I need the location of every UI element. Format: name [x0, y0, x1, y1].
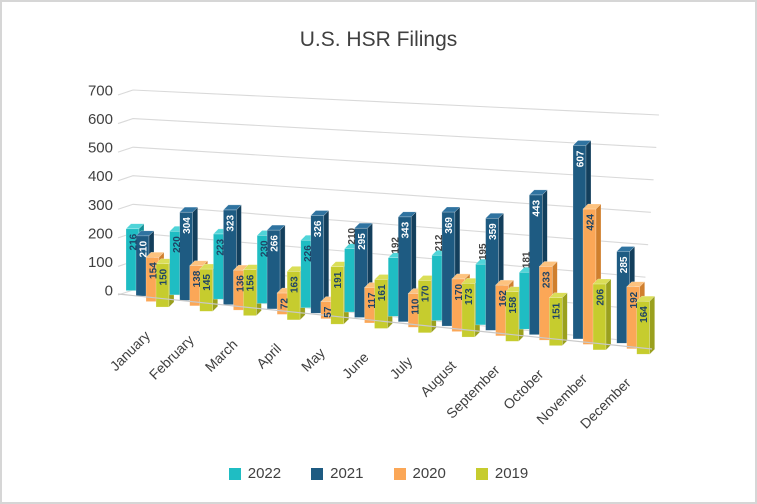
data-label: 359 [488, 223, 499, 240]
bar-2021-July [397, 211, 417, 323]
data-label: 323 [226, 214, 237, 231]
data-label: 191 [333, 271, 344, 288]
legend-item-2019: 2019 [475, 465, 529, 482]
data-label: 206 [595, 289, 606, 306]
data-label: 181 [522, 251, 533, 268]
data-label: 266 [269, 235, 280, 252]
legend-swatch [311, 467, 324, 480]
y-axis-tick-label: 700 [88, 83, 113, 100]
data-label: 138 [192, 270, 203, 287]
data-label: 223 [216, 238, 227, 255]
x-axis-category-label: April [253, 340, 284, 371]
data-label: 424 [585, 214, 596, 231]
y-axis-tick-label: 100 [88, 254, 113, 271]
legend-swatch [393, 467, 406, 480]
bars [125, 139, 656, 355]
data-label: 233 [542, 271, 553, 288]
x-axis-category-label: January [107, 327, 154, 374]
x-axis-category-label: February [146, 332, 197, 383]
x-axis-category-label: March [202, 336, 241, 375]
chart-legend: 2022 2021 2020 2019 [2, 465, 755, 482]
data-label: 72 [279, 298, 290, 310]
data-label: 57 [323, 306, 334, 318]
y-axis-tick-label: 300 [88, 197, 113, 214]
data-label: 154 [148, 262, 159, 279]
data-label: 170 [454, 283, 465, 300]
data-label: 164 [639, 306, 650, 323]
bar-2021-May [310, 209, 330, 314]
data-label: 443 [532, 199, 543, 216]
legend-label: 2021 [330, 465, 364, 482]
data-label: 230 [259, 240, 270, 257]
data-label: 210 [347, 227, 358, 244]
data-label: 161 [377, 284, 388, 301]
data-label: 151 [552, 302, 563, 319]
data-label: 110 [411, 298, 422, 315]
y-axis-tick-label: 200 [88, 225, 113, 242]
data-label: 210 [138, 240, 149, 257]
data-label: 295 [357, 233, 368, 250]
data-label: 343 [401, 221, 412, 238]
data-label: 173 [464, 288, 475, 305]
y-axis-tick-label: 0 [105, 283, 113, 300]
bar-2019-October [548, 292, 568, 347]
bar-2019-December [636, 295, 656, 355]
data-label: 156 [246, 274, 257, 291]
data-label: 136 [236, 275, 247, 292]
data-label: 162 [498, 290, 509, 307]
x-axis-category-label: July [386, 353, 415, 382]
chart-title: U.S. HSR Filings [299, 28, 458, 51]
x-axis-category-label: October [500, 366, 547, 413]
floor-front-edge [117, 293, 653, 350]
data-label: 216 [128, 233, 139, 250]
data-label: 158 [508, 296, 519, 313]
x-axis-category-label: June [339, 349, 372, 382]
data-label: 170 [421, 285, 432, 302]
data-label: 150 [158, 268, 169, 285]
data-label: 326 [313, 220, 324, 237]
legend-swatch [228, 467, 241, 480]
gridline [117, 175, 651, 213]
legend-label: 2019 [494, 465, 529, 482]
x-axis-category-label: August [417, 357, 459, 399]
data-label: 369 [444, 217, 455, 234]
data-label: 192 [629, 291, 640, 308]
legend-item-2021: 2021 [311, 465, 364, 482]
data-label: 285 [619, 256, 630, 273]
data-label: 220 [172, 236, 183, 253]
data-label: 212 [434, 234, 445, 251]
y-axis-tick-label: 400 [88, 168, 113, 185]
y-axis-tick-label: 600 [88, 111, 113, 128]
legend-label: 2022 [247, 465, 282, 482]
data-label: 145 [202, 274, 213, 291]
gridline [117, 89, 660, 116]
legend-item-2022: 2022 [228, 465, 282, 482]
gridline [117, 203, 649, 246]
data-label: 304 [182, 217, 193, 234]
data-label: 117 [367, 292, 378, 309]
x-axis-category-label: May [298, 345, 328, 375]
data-label: 192 [391, 237, 402, 254]
data-label: 195 [478, 243, 489, 260]
data-label: 607 [575, 150, 586, 167]
legend-swatch [475, 467, 488, 480]
legend-label: 2020 [412, 465, 446, 482]
data-label: 226 [303, 245, 314, 262]
gridline [117, 146, 654, 181]
y-axis-tick-label: 500 [88, 140, 113, 157]
gridline [117, 118, 657, 148]
data-label: 163 [289, 276, 300, 293]
legend-item-2020: 2020 [393, 465, 446, 482]
